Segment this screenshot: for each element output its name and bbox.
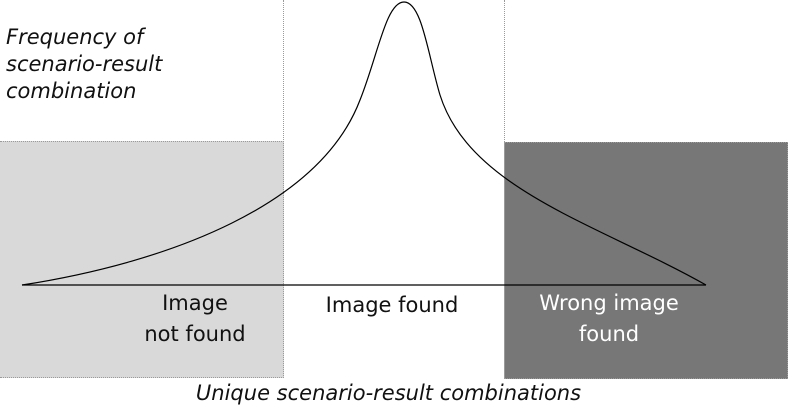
- x-axis-label-text: Unique scenario-result combinations: [195, 381, 582, 405]
- y-axis-label-line: Frequency of: [6, 25, 144, 49]
- zone-label-line: found: [578, 322, 640, 346]
- zone-label-wrong-image-found: Wrong image found: [504, 288, 714, 350]
- image-not-found-region: [0, 141, 284, 378]
- zone-label-line: Image found: [325, 293, 459, 317]
- y-axis-label-line: scenario-result: [6, 52, 163, 76]
- zone-label-image-found: Image found: [284, 290, 500, 321]
- zone-label-line: Wrong image: [539, 291, 679, 315]
- y-axis-label-line: combination: [6, 79, 137, 103]
- x-axis-label: Unique scenario-result combinations: [0, 379, 793, 407]
- y-axis-label: Frequency of scenario-result combination: [6, 24, 206, 105]
- zone-label-image-not-found: Image not found: [90, 288, 300, 350]
- zone-label-line: Image: [162, 291, 228, 315]
- wrong-image-found-region: [504, 142, 788, 379]
- zone-divider-left: [283, 0, 284, 378]
- zone-divider-right: [504, 0, 505, 378]
- zone-label-line: not found: [144, 322, 246, 346]
- frequency-curve: [21, 1, 707, 286]
